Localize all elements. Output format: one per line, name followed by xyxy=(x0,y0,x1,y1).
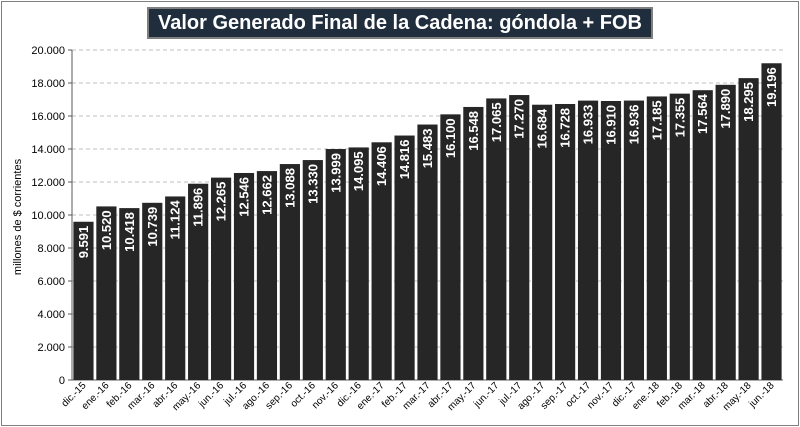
x-tick-label: nov.-16 xyxy=(310,380,341,411)
y-tick-label: 4.000 xyxy=(37,309,65,321)
bar xyxy=(417,124,438,380)
y-tick-label: 10.000 xyxy=(31,210,65,222)
bar xyxy=(394,135,415,380)
bar xyxy=(646,96,667,380)
x-tick-label: jun.-18 xyxy=(747,380,777,410)
value-label: 11.896 xyxy=(191,188,206,227)
bar xyxy=(692,90,713,380)
bars xyxy=(73,63,782,381)
bar xyxy=(73,221,94,380)
value-labels: 9.591 10.520 10.418 10.739 11.124 11.896 12.26… xyxy=(76,67,779,258)
value-label: 17.355 xyxy=(672,98,687,138)
value-label: 16.936 xyxy=(626,105,641,145)
bar xyxy=(302,160,323,380)
bar xyxy=(256,171,278,380)
y-tick-label: 12.000 xyxy=(31,177,65,189)
x-tick-label: nov.-17 xyxy=(585,380,616,411)
y-tick-label: 16.000 xyxy=(31,111,65,123)
y-tick-label: 6.000 xyxy=(37,276,65,288)
x-tick-label: jun.-17 xyxy=(471,380,501,410)
y-tick-label: 0 xyxy=(59,375,65,387)
value-label: 16.548 xyxy=(466,111,481,151)
bar xyxy=(669,93,690,380)
value-label: 10.418 xyxy=(122,212,137,252)
bar xyxy=(188,183,209,380)
bar xyxy=(463,106,484,380)
x-tick-labels: dic.-15ene.-16feb.-16mar.-16abr.-16may.-… xyxy=(60,380,777,413)
bar xyxy=(600,100,622,381)
value-label: 17.065 xyxy=(489,102,504,142)
value-label: 10.739 xyxy=(145,207,160,247)
y-tick-label: 8.000 xyxy=(37,243,65,255)
value-label: 16.910 xyxy=(603,105,618,145)
value-label: 13.088 xyxy=(282,168,297,208)
bar xyxy=(119,208,140,380)
value-label: 15.483 xyxy=(420,129,435,169)
value-label: 18.295 xyxy=(741,82,756,122)
bar xyxy=(738,78,759,380)
value-label: 16.933 xyxy=(581,105,596,145)
y-tick-label: 20.000 xyxy=(31,45,65,57)
bar xyxy=(210,177,232,380)
bar xyxy=(348,147,369,380)
title-box: Valor Generado Final de la Cadena: góndo… xyxy=(147,7,653,39)
bar xyxy=(532,104,553,381)
bar xyxy=(761,63,782,381)
bar xyxy=(555,103,576,380)
value-label: 16.100 xyxy=(443,118,458,158)
value-label: 17.890 xyxy=(718,89,733,129)
value-label: 16.684 xyxy=(535,108,550,149)
value-label: 17.185 xyxy=(649,100,664,140)
bar xyxy=(279,164,300,380)
bar xyxy=(509,95,530,381)
y-tick-labels: 0 2.000 4.000 6.000 8.000 10.000 12.000 14.000 1… xyxy=(31,45,65,387)
bar xyxy=(715,84,736,380)
bar xyxy=(623,100,645,380)
bar xyxy=(233,172,255,380)
value-label: 16.728 xyxy=(558,108,573,148)
bar xyxy=(96,206,117,380)
bar xyxy=(165,196,186,380)
value-label: 14.816 xyxy=(397,140,412,180)
y-axis-label: millones de $ corrientes xyxy=(12,158,24,275)
value-label: 19.196 xyxy=(764,67,779,107)
value-label: 17.564 xyxy=(695,93,710,134)
y-tick-label: 18.000 xyxy=(31,78,65,90)
chart-title: Valor Generado Final de la Cadena: góndo… xyxy=(158,11,642,34)
value-label: 17.270 xyxy=(512,99,527,139)
bar xyxy=(486,98,507,381)
value-label: 12.265 xyxy=(214,182,229,222)
bar xyxy=(440,114,461,380)
value-label: 14.095 xyxy=(351,151,366,191)
bar xyxy=(325,149,346,380)
x-tick-label: jun.-16 xyxy=(196,380,226,410)
value-label: 14.406 xyxy=(374,146,389,186)
value-label: 13.330 xyxy=(305,164,320,204)
y-tick-label: 14.000 xyxy=(31,144,65,156)
value-label: 9.591 xyxy=(76,226,91,259)
value-label: 11.124 xyxy=(168,200,183,240)
value-label: 13.999 xyxy=(328,153,343,193)
value-label: 12.546 xyxy=(237,177,252,217)
bar xyxy=(371,142,392,380)
y-tick-label: 2.000 xyxy=(37,342,65,354)
value-label: 12.662 xyxy=(259,175,274,215)
bar xyxy=(142,202,163,380)
value-label: 10.520 xyxy=(99,210,114,250)
bar xyxy=(577,100,599,380)
